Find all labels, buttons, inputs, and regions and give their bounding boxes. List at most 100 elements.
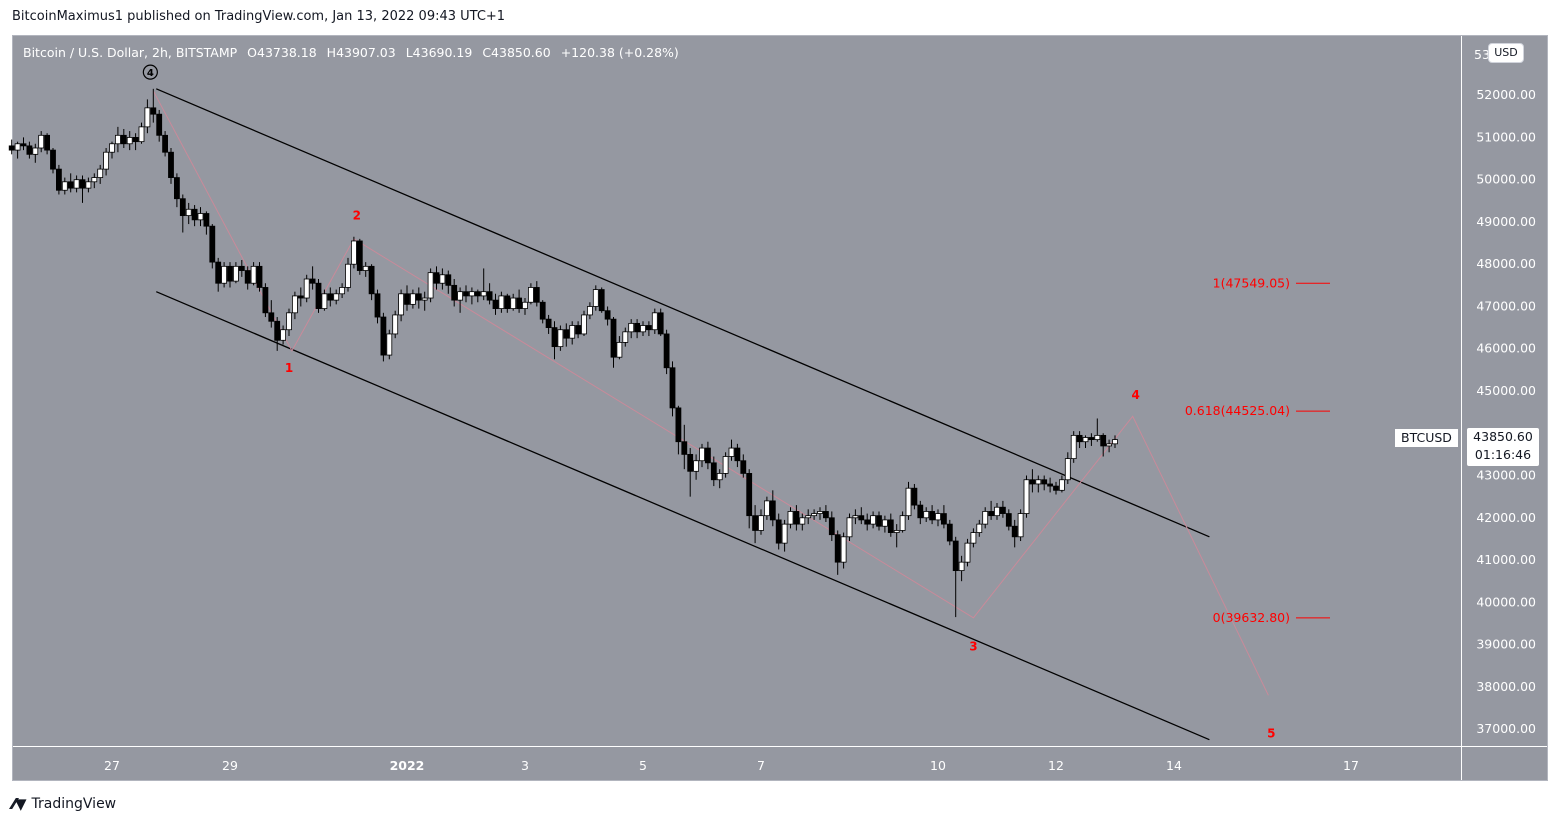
currency-button[interactable]: USD: [1488, 43, 1524, 63]
candle-body: [333, 293, 340, 301]
candle-body: [840, 536, 847, 563]
candle-body: [20, 143, 27, 147]
candle-body: [1094, 434, 1101, 441]
candle-body: [575, 325, 581, 335]
candle-body: [185, 208, 192, 217]
candle-body: [858, 515, 865, 521]
candle-body: [380, 316, 387, 356]
candle-body: [528, 287, 534, 303]
time-tick-label: 14: [1166, 758, 1182, 773]
candle-body: [1000, 506, 1006, 514]
candle-body: [675, 407, 682, 443]
candle-body: [451, 284, 458, 301]
candle-body: [156, 113, 163, 136]
candle-body: [882, 519, 888, 527]
price-tick-label: 48000.00: [1476, 256, 1536, 271]
tradingview-mark-icon: ⁄⁄▼: [12, 795, 27, 813]
candle-body: [368, 265, 375, 295]
candle-body: [982, 511, 989, 525]
time-tick-label: 27: [104, 758, 120, 773]
candle-body: [905, 487, 912, 517]
candle-body: [457, 291, 464, 301]
wave-label: 4: [147, 68, 154, 79]
price-axis[interactable]: [1461, 36, 1547, 746]
candle-body: [1029, 479, 1036, 485]
candle-body: [952, 540, 959, 572]
tradingview-logo[interactable]: ⁄⁄▼ TradingView: [12, 795, 116, 813]
candle-body: [427, 272, 434, 299]
candle-body: [409, 293, 416, 305]
candle-body: [728, 447, 735, 457]
candle-body: [1088, 437, 1095, 441]
candle-body: [716, 473, 723, 481]
candle-body: [752, 515, 758, 531]
candle-body: [1041, 479, 1048, 485]
candle-body: [834, 534, 841, 563]
legend-high-label: H: [326, 45, 337, 60]
candle-body: [569, 325, 576, 339]
fib-level-label: 0.618(44525.04): [1185, 403, 1290, 418]
candle-body: [85, 181, 92, 189]
legend-change: +120.38 (+0.28%): [560, 45, 679, 60]
candle-body: [480, 291, 487, 297]
fib-level-label: 0(39632.80): [1213, 610, 1290, 625]
fib-level-label: 1(47549.05): [1213, 275, 1290, 290]
candle-body: [274, 320, 281, 341]
candle-body: [870, 515, 876, 525]
candle-body: [173, 177, 180, 200]
candle-body: [339, 287, 346, 295]
candle-body: [44, 134, 50, 151]
candle-body: [516, 297, 522, 309]
candle-body: [138, 126, 145, 143]
candle-body: [150, 107, 157, 115]
candle-body: [286, 312, 292, 331]
candle-body: [946, 523, 953, 542]
candle-body: [622, 331, 629, 343]
legend-symbol: Bitcoin / U.S. Dollar, 2h, BITSTAMP: [23, 45, 238, 60]
candle-body: [244, 270, 251, 284]
candle-body: [817, 511, 823, 514]
candle-body: [468, 291, 475, 297]
candle-body: [705, 447, 711, 464]
candle-body: [628, 322, 635, 333]
candle-body: [250, 265, 257, 284]
time-axis[interactable]: [13, 746, 1461, 780]
candle-body: [958, 561, 965, 572]
candle-body: [38, 134, 45, 149]
candle-body: [115, 134, 121, 145]
candle-body: [345, 263, 351, 288]
candle-body: [640, 325, 646, 333]
last-price-tag: 43850.60 01:16:46: [1467, 428, 1539, 466]
candle-body: [120, 134, 127, 145]
wave-path: [152, 90, 1269, 696]
candle-body: [209, 225, 216, 263]
candle-body: [386, 333, 393, 356]
candle-body: [1064, 458, 1071, 481]
candle-body: [291, 295, 298, 314]
candle-body: [551, 327, 558, 348]
candle-body: [899, 515, 906, 531]
candle-body: [463, 291, 469, 297]
candle-body: [297, 295, 304, 299]
candle-body: [132, 137, 139, 143]
candle-body: [610, 318, 617, 358]
candle-body: [687, 453, 694, 472]
tradingview-wordmark: TradingView: [31, 796, 117, 812]
candle-body: [321, 293, 328, 309]
candle-body: [764, 500, 770, 517]
price-tick-label: 47000.00: [1476, 298, 1536, 313]
candle-body: [392, 314, 399, 335]
last-price: 43850.60: [1473, 429, 1533, 444]
wave-label: 1: [285, 361, 293, 375]
price-tick-label: 39000.00: [1476, 637, 1536, 652]
candle-body: [539, 301, 546, 320]
candle-body: [828, 517, 835, 536]
time-tick-label: 10: [930, 758, 946, 773]
candle-body: [14, 143, 21, 151]
candle-body: [144, 107, 151, 128]
legend-open-label: O: [247, 45, 258, 60]
plot-area[interactable]: [13, 36, 1461, 746]
price-tick-label: 43000.00: [1476, 468, 1536, 483]
candle-body: [221, 265, 228, 284]
candle-body: [109, 143, 115, 153]
